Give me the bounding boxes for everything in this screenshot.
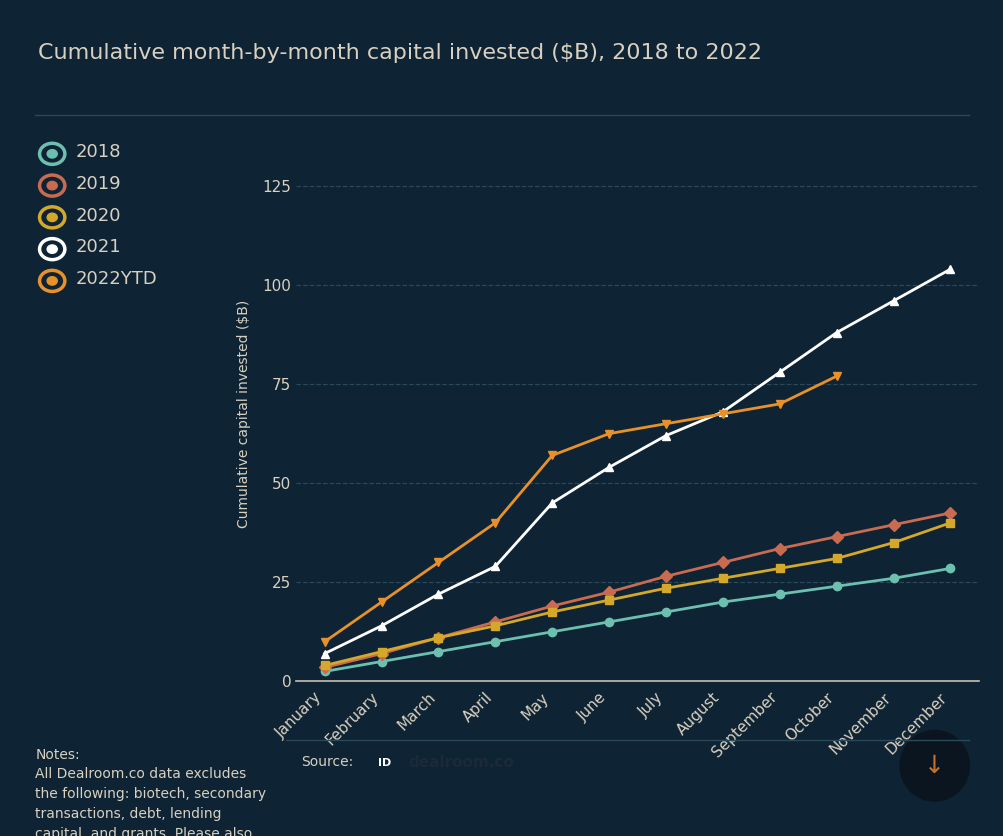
Circle shape [47, 277, 57, 285]
Text: Cumulative month-by-month capital invested ($B), 2018 to 2022: Cumulative month-by-month capital invest… [38, 43, 761, 63]
Text: All Dealroom.co data excludes
the following: biotech, secondary
transactions, de: All Dealroom.co data excludes the follow… [35, 767, 266, 836]
Circle shape [47, 181, 57, 190]
Text: 2020: 2020 [75, 206, 120, 225]
Circle shape [47, 213, 57, 222]
Text: Source:: Source: [301, 756, 353, 769]
Text: 2018: 2018 [75, 143, 120, 161]
Y-axis label: Cumulative capital invested ($B): Cumulative capital invested ($B) [237, 299, 251, 528]
Text: ↓: ↓ [924, 754, 944, 777]
Text: ID: ID [377, 758, 391, 767]
Text: dealroom.co: dealroom.co [408, 755, 514, 770]
Circle shape [899, 731, 969, 801]
Text: 2021: 2021 [75, 238, 120, 257]
Circle shape [47, 150, 57, 158]
Text: Notes:: Notes: [35, 748, 79, 762]
Circle shape [47, 245, 57, 253]
Text: 2019: 2019 [75, 175, 120, 193]
Text: 2022YTD: 2022YTD [75, 270, 156, 288]
